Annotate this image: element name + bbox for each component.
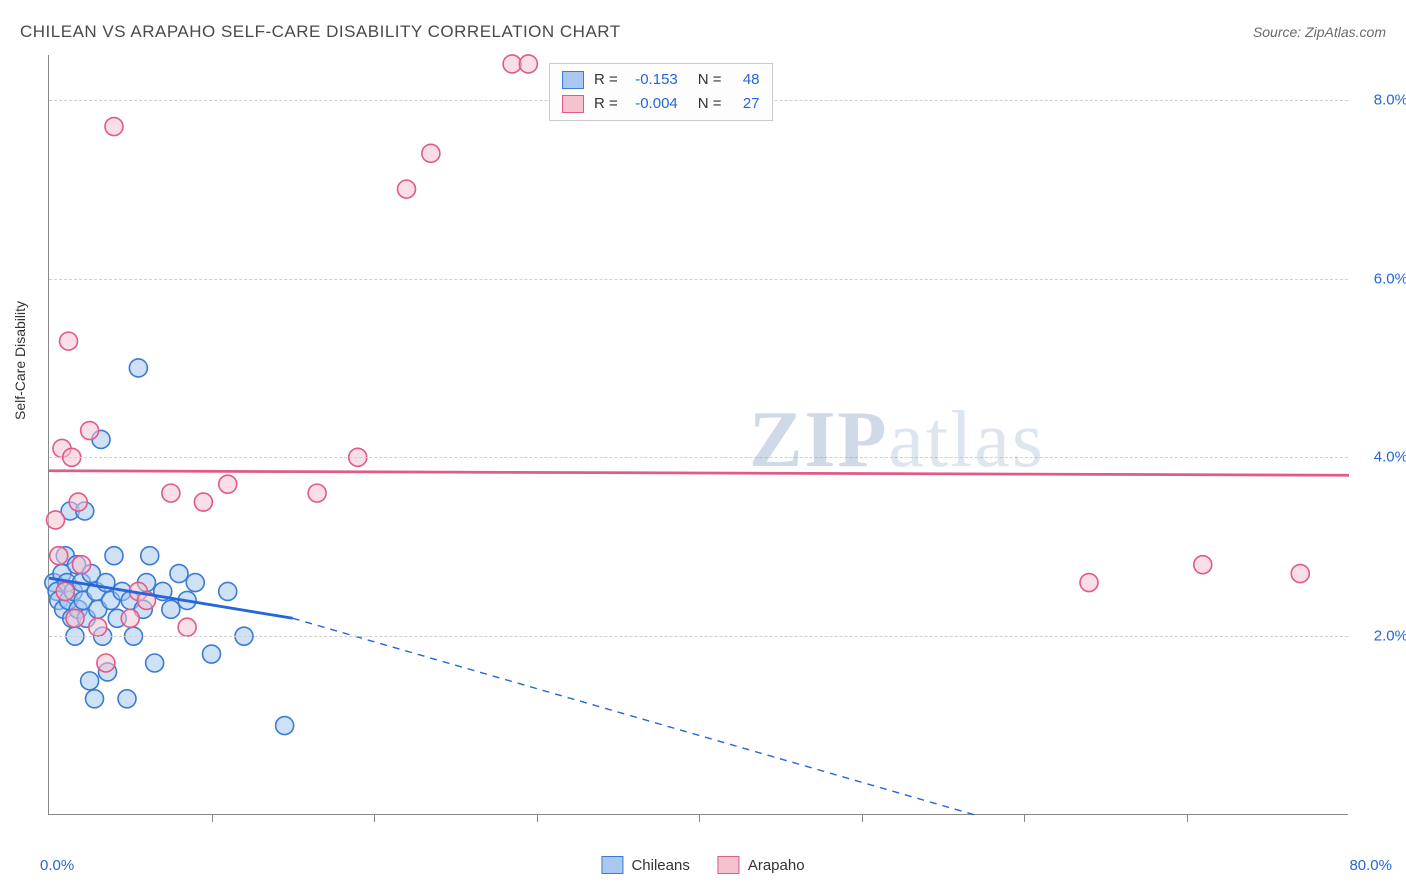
gridline: [49, 457, 1348, 458]
scatter-point: [105, 118, 123, 136]
r-value: -0.153: [628, 68, 678, 92]
trend-line-extrapolated: [293, 618, 976, 815]
scatter-point: [81, 422, 99, 440]
legend-series-name: Chileans: [631, 857, 689, 874]
gridline: [49, 636, 1348, 637]
scatter-point: [1291, 565, 1309, 583]
scatter-point: [422, 144, 440, 162]
scatter-point: [105, 547, 123, 565]
x-tick: [212, 814, 213, 822]
scatter-point: [50, 547, 68, 565]
legend-row: R = -0.153 N = 48: [562, 68, 760, 92]
chart-container: CHILEAN VS ARAPAHO SELF-CARE DISABILITY …: [0, 0, 1406, 892]
r-label: R =: [594, 68, 618, 92]
scatter-point: [146, 654, 164, 672]
n-label: N =: [698, 68, 722, 92]
scatter-point: [170, 565, 188, 583]
x-tick: [1187, 814, 1188, 822]
x-axis-min-label: 0.0%: [40, 857, 74, 874]
scatter-point: [194, 493, 212, 511]
scatter-point: [1194, 556, 1212, 574]
scatter-point: [219, 582, 237, 600]
scatter-point: [97, 654, 115, 672]
legend-swatch: [562, 95, 584, 113]
x-tick: [374, 814, 375, 822]
legend-swatch: [601, 856, 623, 874]
legend-swatch: [562, 71, 584, 89]
scatter-point: [162, 600, 180, 618]
scatter-point: [118, 690, 136, 708]
y-tick-label: 6.0%: [1358, 270, 1406, 287]
y-tick-label: 8.0%: [1358, 91, 1406, 108]
x-axis-max-label: 80.0%: [1349, 857, 1392, 874]
scatter-point: [47, 511, 65, 529]
scatter-point: [276, 717, 294, 735]
scatter-point: [1080, 574, 1098, 592]
scatter-point: [186, 574, 204, 592]
scatter-point: [203, 645, 221, 663]
n-value: 48: [732, 68, 760, 92]
scatter-point: [308, 484, 326, 502]
source-label: Source: ZipAtlas.com: [1253, 24, 1386, 40]
x-tick: [699, 814, 700, 822]
title-bar: CHILEAN VS ARAPAHO SELF-CARE DISABILITY …: [20, 22, 1386, 42]
gridline: [49, 279, 1348, 280]
correlation-legend: R = -0.153 N = 48 R = -0.004 N = 27: [549, 63, 773, 121]
x-tick: [1024, 814, 1025, 822]
scatter-point: [519, 55, 537, 73]
scatter-point: [162, 484, 180, 502]
x-tick: [862, 814, 863, 822]
n-value: 27: [732, 92, 760, 116]
scatter-point: [121, 609, 139, 627]
n-label: N =: [698, 92, 722, 116]
scatter-point: [89, 618, 107, 636]
plot-area: 2.0%4.0%6.0%8.0%ZIPatlasR =-0.153N =48R …: [48, 55, 1348, 815]
scatter-point: [69, 493, 87, 511]
r-label: R =: [594, 92, 618, 116]
y-axis-label: Self-Care Disability: [12, 301, 28, 420]
scatter-point: [178, 618, 196, 636]
legend-row: R = -0.004 N = 27: [562, 92, 760, 116]
scatter-point: [141, 547, 159, 565]
y-tick-label: 4.0%: [1358, 449, 1406, 466]
scatter-point: [66, 609, 84, 627]
legend-item: Chileans: [601, 856, 689, 874]
scatter-point: [56, 582, 74, 600]
chart-title: CHILEAN VS ARAPAHO SELF-CARE DISABILITY …: [20, 22, 621, 42]
scatter-point: [398, 180, 416, 198]
scatter-point: [73, 556, 91, 574]
bottom-legend: Chileans Arapaho: [601, 856, 804, 874]
r-value: -0.004: [628, 92, 678, 116]
scatter-point: [129, 359, 147, 377]
legend-item: Arapaho: [718, 856, 805, 874]
scatter-point: [86, 690, 104, 708]
legend-swatch: [718, 856, 740, 874]
scatter-plot-svg: [49, 55, 1348, 814]
scatter-point: [81, 672, 99, 690]
trend-line: [49, 471, 1349, 475]
scatter-point: [219, 475, 237, 493]
x-tick: [537, 814, 538, 822]
scatter-point: [60, 332, 78, 350]
y-tick-label: 2.0%: [1358, 628, 1406, 645]
scatter-point: [503, 55, 521, 73]
legend-series-name: Arapaho: [748, 857, 805, 874]
